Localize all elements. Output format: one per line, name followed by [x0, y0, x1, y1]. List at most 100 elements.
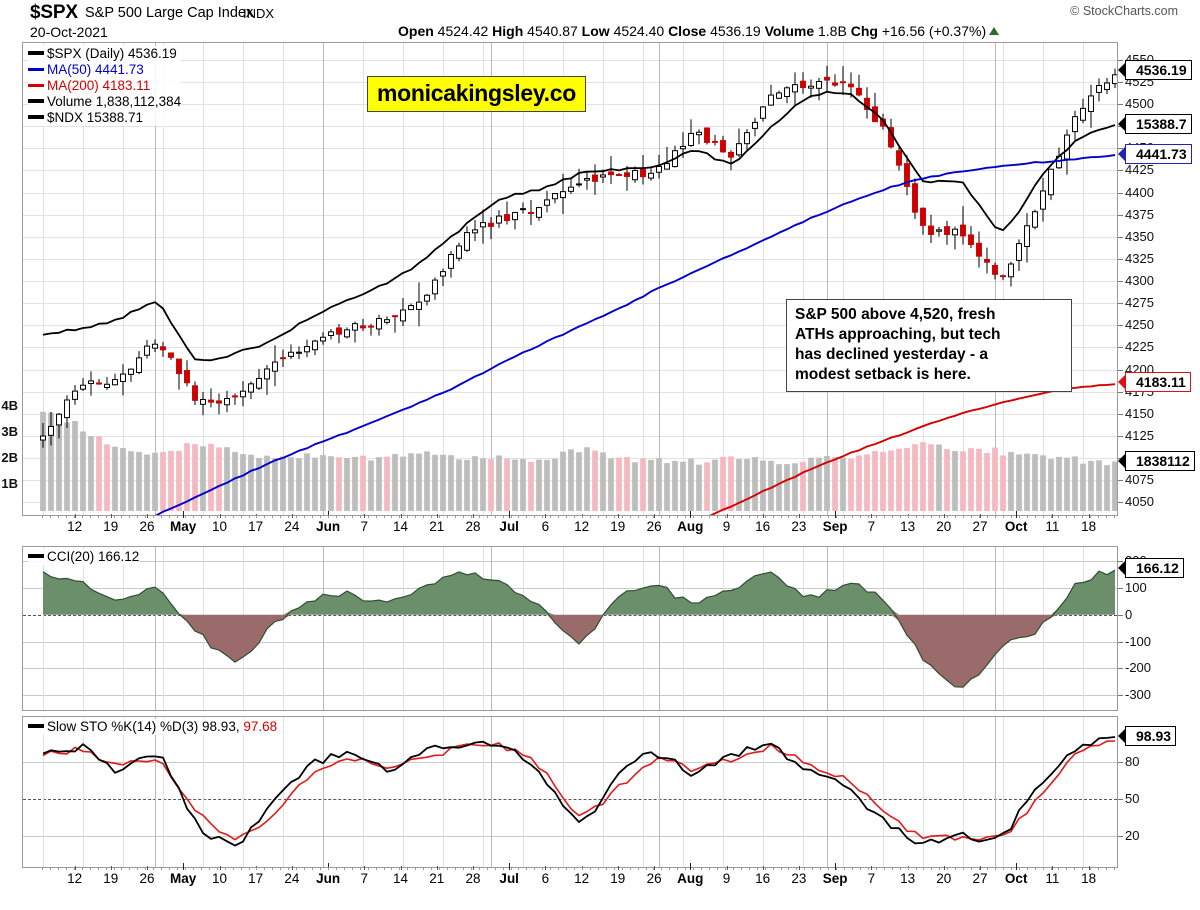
date-axis-minor-tick	[97, 867, 99, 870]
date-axis-minor-tick	[1090, 867, 1092, 870]
date-axis-minor-tick	[145, 867, 147, 870]
volume-label: 1838112	[1118, 451, 1195, 472]
date-axis-minor-tick	[693, 515, 695, 518]
exchange-label: INDX	[243, 6, 275, 21]
date-axis-minor-tick	[510, 515, 512, 518]
date-axis-minor-tick	[232, 867, 234, 870]
date-axis-tick	[255, 866, 257, 870]
date-axis-minor-tick	[1050, 515, 1052, 518]
legend-spx: $SPX (Daily) 4536.19	[28, 46, 181, 62]
date-axis-minor-tick	[137, 515, 139, 518]
date-axis-minor-tick	[192, 515, 194, 518]
date-axis-day-label: 19	[103, 871, 119, 886]
date-axis-minor-tick	[304, 515, 305, 518]
date-axis-day-label: 24	[284, 519, 300, 534]
date-axis-tick	[509, 511, 511, 518]
date-axis-minor-tick	[1034, 867, 1036, 870]
date-axis-minor-tick	[1074, 867, 1076, 870]
cci-panel[interactable]: CCI(20) 166.12	[22, 546, 1118, 711]
line-swatch-black-icon	[28, 724, 44, 728]
date-axis-minor-tick	[1114, 867, 1115, 870]
date-axis-minor-tick	[81, 867, 83, 870]
high-value: 4540.87	[527, 23, 578, 39]
sto-value-label: 98.93	[1117, 726, 1177, 747]
date-axis-tick	[400, 866, 402, 870]
date-axis-tick	[871, 866, 873, 870]
price-panel[interactable]: $SPX (Daily) 4536.19 MA(50) 4441.73 MA(2…	[22, 42, 1118, 516]
date-axis-minor-tick	[645, 867, 647, 870]
date-axis-minor-tick	[629, 867, 631, 870]
date-axis-minor-tick	[1002, 515, 1004, 518]
date-axis-minor-tick	[470, 867, 472, 870]
date-axis-minor-tick	[677, 515, 679, 518]
date-axis-minor-tick	[907, 867, 909, 870]
date-axis-minor-tick	[661, 867, 663, 870]
date-axis-minor-tick	[1106, 867, 1108, 870]
date-axis-minor-tick	[597, 867, 599, 870]
cci-legend: CCI(20) 166.12	[28, 549, 140, 565]
up-triangle-icon	[989, 27, 1000, 35]
date-axis-minor-tick	[375, 867, 377, 870]
date-axis-minor-tick	[399, 867, 401, 870]
sto-y-axis: 80 50 20	[1118, 716, 1198, 868]
date-axis-tick	[762, 514, 764, 518]
date-axis-tick	[835, 511, 837, 518]
date-axis-minor-tick	[256, 867, 258, 870]
date-axis-minor-tick	[605, 515, 607, 518]
date-axis-minor-tick	[1074, 515, 1076, 518]
date-axis-minor-tick	[224, 515, 226, 518]
date-axis-day-label: 10	[211, 519, 228, 534]
date-axis-minor-tick	[296, 867, 298, 870]
date-axis-tick	[980, 514, 981, 518]
date-axis-tick	[473, 514, 474, 518]
date-axis-minor-tick	[891, 867, 893, 870]
date-axis-tick	[1052, 866, 1054, 870]
date-axis-minor-tick	[240, 515, 242, 518]
watermark-logo: monicakingsley.co	[367, 76, 586, 112]
date-axis-minor-tick	[208, 515, 210, 518]
date-axis-minor-tick	[550, 867, 552, 870]
high-label: High	[492, 23, 524, 39]
line-swatch-red-icon	[28, 84, 44, 87]
date-axis-minor-tick	[280, 515, 282, 518]
date-axis-minor-tick	[184, 515, 186, 518]
legend-volume: Volume 1,838,112,384	[28, 94, 181, 110]
date-axis-minor-tick	[1010, 515, 1012, 518]
date-axis-minor-tick	[732, 515, 734, 518]
stochastic-panel[interactable]: Slow STO %K(14) %D(3) 98.93, 97.68	[22, 716, 1118, 868]
date-axis-minor-tick	[272, 515, 274, 518]
date-axis-minor-tick	[184, 867, 186, 870]
cci-y-tick: -300	[1125, 687, 1152, 703]
date-axis-minor-tick	[621, 867, 623, 870]
date-axis-minor-tick	[589, 867, 591, 870]
date-axis-day-label: 24	[284, 871, 300, 886]
date-axis-minor-tick	[526, 515, 528, 518]
date-axis-minor-tick	[836, 867, 838, 870]
price-y-tick: 4350	[1125, 228, 1154, 244]
date-axis-tick	[835, 863, 837, 870]
date-axis-minor-tick	[415, 867, 417, 870]
date-axis-minor-tick	[335, 515, 337, 518]
candlestick-icon	[28, 51, 44, 55]
date-axis-minor-tick	[359, 867, 361, 870]
date-axis-minor-tick	[732, 867, 734, 870]
sto-gridlines	[23, 717, 1117, 867]
sto-legend: Slow STO %K(14) %D(3) 98.93, 97.68	[28, 719, 278, 735]
date-axis-minor-tick	[852, 867, 853, 870]
date-axis-minor-tick	[828, 867, 830, 870]
date-axis-minor-tick	[129, 515, 131, 518]
date-axis-minor-tick	[343, 867, 345, 870]
date-axis-minor-tick	[637, 515, 639, 518]
date-axis-minor-tick	[899, 515, 901, 518]
date-axis-minor-tick	[415, 515, 417, 518]
date-axis-tick	[219, 866, 221, 870]
date-axis-minor-tick	[312, 515, 313, 518]
date-axis-minor-tick	[923, 867, 925, 870]
date-axis-day-label: 17	[248, 519, 264, 534]
date-axis-minor-tick	[153, 867, 155, 870]
ma50-price-label: 4441.73	[1118, 143, 1192, 164]
date-axis-minor-tick	[883, 515, 885, 518]
date-axis-minor-tick	[939, 867, 941, 870]
date-axis-day-label: 28	[465, 871, 481, 886]
date-axis-minor-tick	[1082, 515, 1084, 518]
